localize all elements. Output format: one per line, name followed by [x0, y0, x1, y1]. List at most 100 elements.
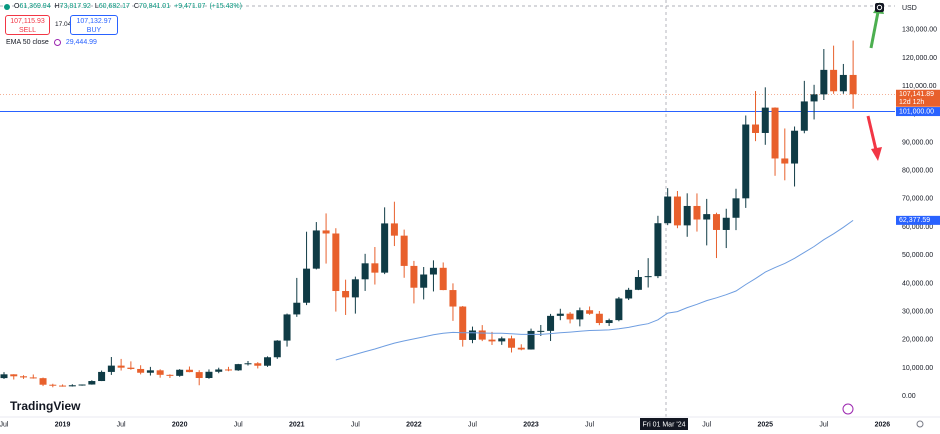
ema-line — [335, 219, 854, 361]
candle-body — [254, 363, 262, 366]
candle-body — [176, 369, 184, 376]
candle-body — [88, 381, 96, 385]
candle-body — [449, 290, 457, 307]
candle-body — [576, 310, 584, 320]
x-tick-label: Jul — [117, 421, 126, 428]
candle-body — [107, 365, 115, 372]
candle-body — [781, 158, 789, 164]
candle-body — [820, 69, 828, 95]
y-tick-label: 10,000.00 — [902, 365, 933, 372]
candle-body — [712, 214, 720, 230]
x-tick-label: Jul — [351, 421, 360, 428]
ohlc-close-label: C — [133, 3, 139, 10]
y-tick-label: 30,000.00 — [902, 308, 933, 315]
candle-body — [722, 217, 730, 230]
candle-body — [517, 347, 525, 350]
candle-body — [644, 276, 652, 278]
settings-icon[interactable] — [875, 3, 884, 12]
candle-body — [488, 339, 496, 342]
ema-legend-name: EMA 50 close — [6, 39, 49, 46]
candle-body — [273, 340, 281, 358]
ohlc-close: C70,841.01 — [134, 3, 170, 10]
currency: USD — [902, 5, 917, 12]
candle-body — [215, 369, 223, 372]
ohlc-high-value: 73,817.92 — [59, 3, 91, 10]
x-tick-label: 2023 — [523, 421, 539, 428]
candle-body — [791, 130, 799, 164]
replay-icon[interactable] — [842, 403, 854, 415]
price-label-box — [896, 215, 940, 225]
x-tick-label: Jul — [702, 421, 711, 428]
candle-body — [771, 107, 779, 159]
candle-body — [195, 372, 203, 379]
y-tick-label: 40,000.00 — [902, 280, 933, 287]
x-tick-label: Jul — [468, 421, 477, 428]
candle-body — [615, 298, 623, 321]
y-tick-label: 90,000.00 — [902, 139, 933, 146]
buy-price: 107,132.97 — [76, 18, 112, 25]
candle-body — [830, 69, 838, 92]
settings-button[interactable] — [916, 420, 924, 428]
candle-body — [586, 310, 594, 314]
price-label: 62,377.59 — [899, 217, 930, 224]
candle-body — [839, 74, 847, 92]
candle-body — [0, 374, 8, 379]
candle-body — [381, 223, 389, 273]
y-tick-label: 120,000.00 — [902, 55, 937, 62]
ohlc-change: +9,471.07 — [174, 3, 206, 10]
crosshair-date-box — [640, 418, 688, 430]
x-tick-label: Jul — [0, 421, 9, 428]
candle-body — [478, 330, 486, 340]
candle-body — [742, 124, 750, 199]
sell-button[interactable]: 107,115.93 SELL — [5, 15, 50, 35]
candle-body — [244, 363, 252, 365]
candle-body — [508, 338, 516, 348]
candle-body — [439, 267, 447, 291]
price-label-box — [896, 89, 940, 107]
candle-body — [156, 370, 164, 375]
candle-body — [322, 230, 330, 234]
candle-body — [49, 384, 57, 386]
crosshair-date: Fri 01 Mar '24 — [643, 421, 686, 428]
candle-body — [634, 276, 642, 290]
candle-body — [605, 320, 613, 324]
buy-button[interactable]: 107,132.97 BUY — [70, 15, 118, 35]
y-tick-label: 80,000.00 — [902, 168, 933, 175]
candle-body — [752, 124, 760, 133]
candle-body — [683, 205, 691, 226]
ohlc-close-value: 70,841.01 — [138, 3, 171, 10]
candle-body — [117, 365, 125, 368]
candle-body — [498, 338, 506, 342]
candle-body — [527, 330, 535, 350]
candle-body — [342, 291, 350, 298]
ema-legend-value: 29,444.99 — [65, 39, 97, 46]
y-tick-label: 70,000.00 — [902, 196, 933, 203]
candle-body — [361, 263, 369, 280]
ohlc-low-value: 60,682.17 — [98, 3, 130, 10]
candle-body — [78, 384, 86, 386]
y-tick-label: 110,000.00 — [902, 83, 937, 90]
candle-body — [371, 263, 379, 273]
candle-body — [390, 223, 398, 236]
candle-body — [800, 101, 808, 131]
candle-body — [595, 313, 603, 324]
ohlc-open: O61,369.94 — [14, 3, 51, 10]
candle-body — [556, 313, 564, 316]
price-countdown: 12d 12h — [899, 99, 924, 106]
candle-body — [673, 196, 681, 226]
candle-body — [732, 198, 740, 218]
price-label: 107,141.89 — [899, 91, 934, 98]
ema-legend: EMA 50 close 29,444.99 — [6, 39, 97, 46]
candle-body — [29, 377, 37, 379]
x-tick-label: 2019 — [55, 421, 71, 428]
y-tick-label: 130,000.00 — [902, 27, 937, 34]
candle-body — [205, 371, 213, 379]
candle-body — [59, 385, 67, 387]
ohlc-high-label: H — [54, 3, 60, 10]
candle-body — [312, 230, 320, 269]
ema-legend-icon[interactable] — [53, 39, 61, 46]
candle-body — [185, 369, 193, 373]
candle-body — [137, 368, 145, 373]
candle-body — [761, 107, 769, 133]
settings-icon-ring — [876, 4, 883, 11]
